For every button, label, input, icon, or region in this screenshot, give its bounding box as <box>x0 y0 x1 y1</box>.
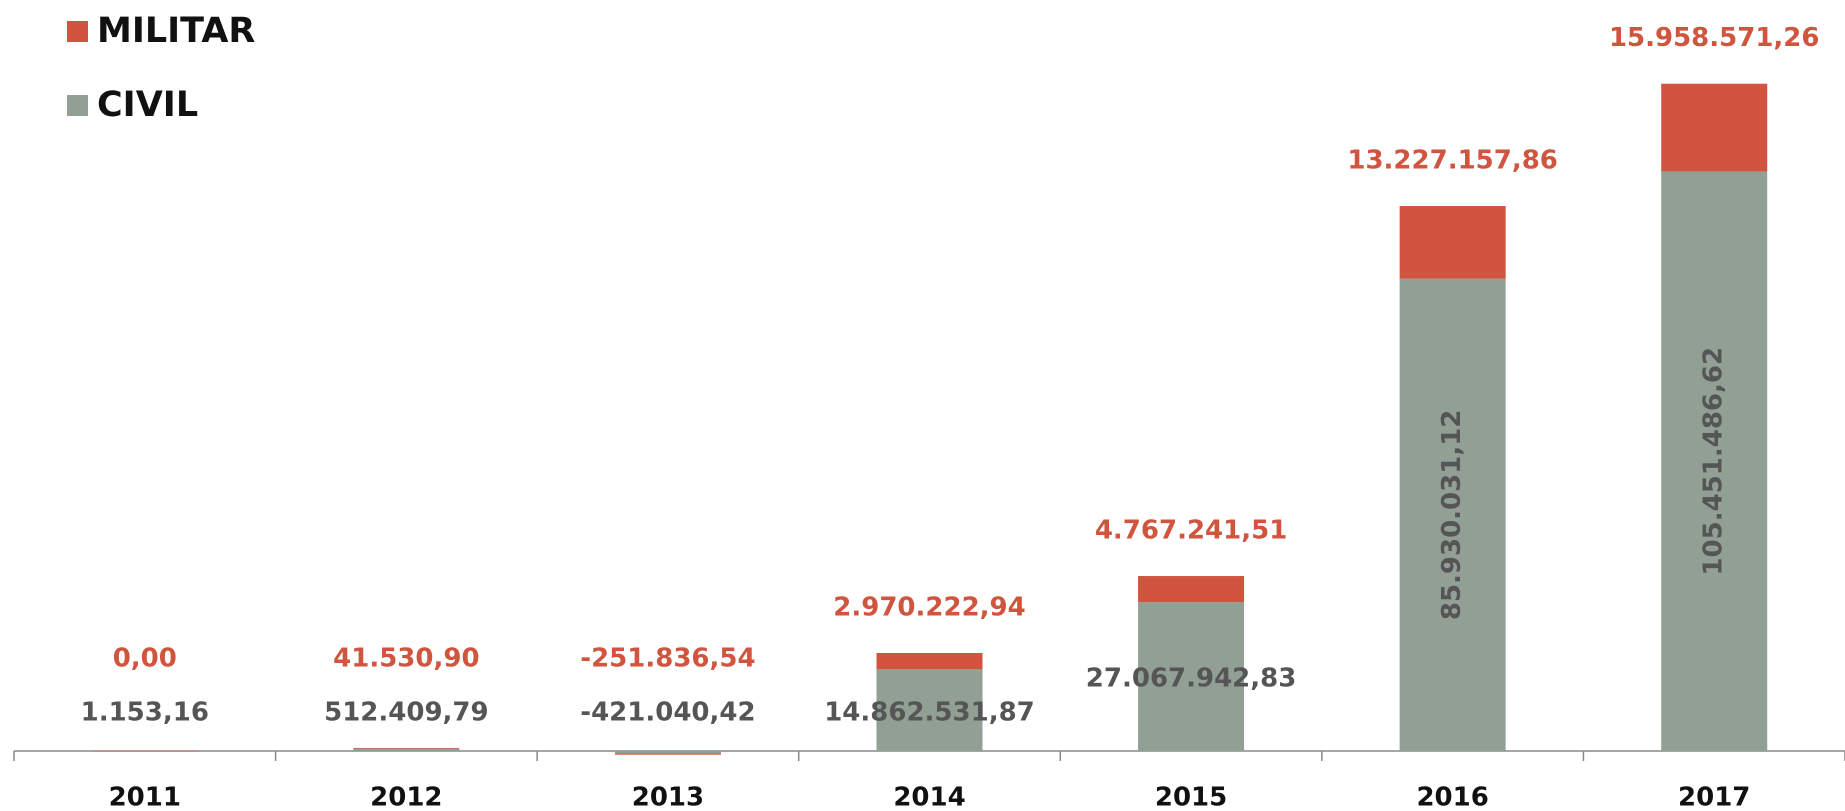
value-label: 41.530,90 <box>333 644 479 674</box>
bar-segment <box>1661 171 1768 752</box>
legend-label: CIVIL <box>97 85 198 125</box>
bar-segment <box>1661 83 1768 172</box>
bar-segment <box>1138 602 1245 751</box>
value-label: 0,00 <box>113 644 177 674</box>
x-tick-label: 2016 <box>1416 783 1488 811</box>
bar-segment <box>614 753 721 755</box>
value-label: 105.451.486,62 <box>1699 347 1729 576</box>
value-label: -251.836,54 <box>580 644 755 674</box>
value-label: 512.409,79 <box>324 698 488 728</box>
bar-segment <box>353 747 460 749</box>
bar-segment <box>876 669 983 751</box>
bar-segment <box>614 751 721 754</box>
value-label: 85.930.031,12 <box>1437 410 1467 621</box>
x-tick-label: 2014 <box>893 783 965 811</box>
bar-segment <box>353 748 460 751</box>
x-tick-label: 2012 <box>370 783 442 811</box>
bar-segment <box>1399 278 1506 751</box>
x-tick-label: 2017 <box>1678 783 1750 811</box>
value-label: 4.767.241,51 <box>1095 516 1287 546</box>
value-label: 15.958.571,26 <box>1609 23 1820 53</box>
value-label: 2.970.222,94 <box>833 592 1025 622</box>
legend-label: MILITAR <box>97 11 255 51</box>
bar-segment <box>1138 576 1245 603</box>
value-label: 13.227.157,86 <box>1347 146 1558 176</box>
legend-swatch <box>67 95 88 116</box>
value-label: 27.067.942,83 <box>1086 664 1297 694</box>
bar-segment <box>876 652 983 670</box>
bar-segment <box>1399 206 1506 279</box>
value-label: 1.153,16 <box>81 698 209 728</box>
x-tick-label: 2015 <box>1155 783 1227 811</box>
value-label: -421.040,42 <box>580 698 755 728</box>
value-label: 14.862.531,87 <box>824 698 1035 728</box>
x-tick-label: 2011 <box>109 783 181 811</box>
legend-swatch <box>67 21 88 42</box>
bar-segment <box>91 750 198 752</box>
x-tick-label: 2013 <box>632 783 704 811</box>
